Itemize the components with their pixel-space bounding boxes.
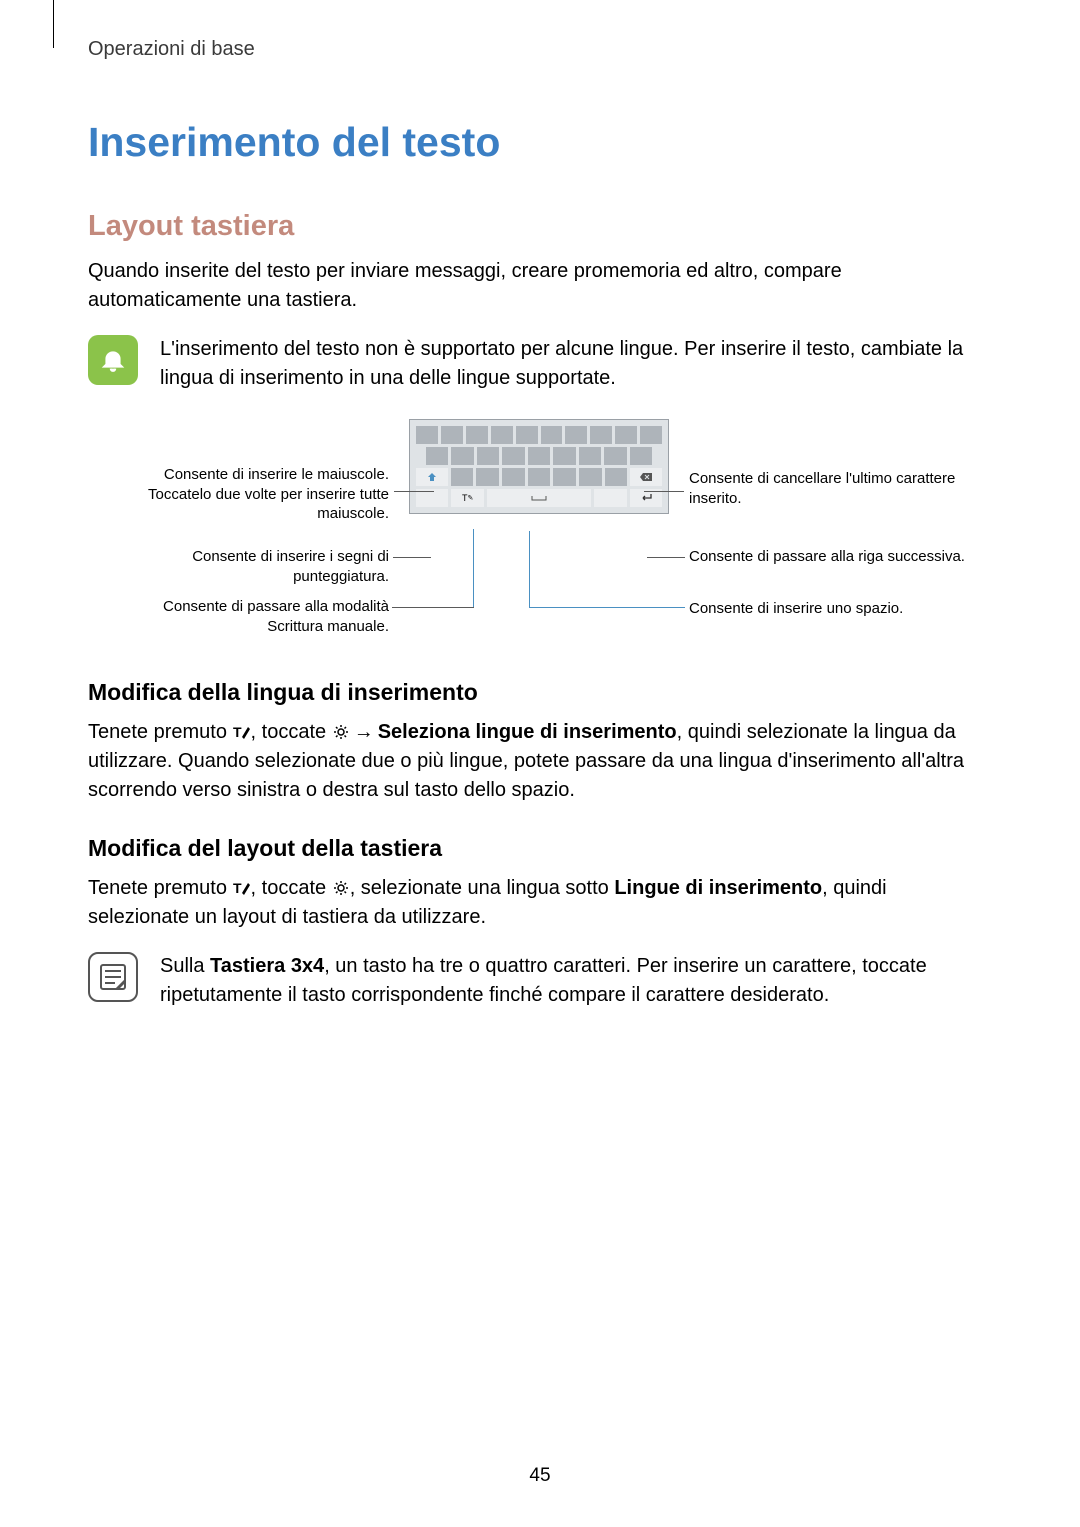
backspace-key	[630, 468, 662, 486]
space-key	[487, 489, 591, 507]
callout-enter: Consente di passare alla riga successiva…	[689, 547, 969, 567]
t-pen-icon: T	[233, 880, 251, 896]
page-number: 45	[0, 1465, 1080, 1487]
shift-key	[416, 468, 448, 486]
arrow-icon: →	[354, 721, 374, 743]
lang-paragraph: Tenete premuto T , toccate →Seleziona lin…	[88, 718, 990, 805]
subheading-layout: Modifica del layout della tastiera	[88, 835, 990, 862]
dot-key	[594, 489, 626, 507]
note-text-2: Sulla Tastiera 3x4, un tasto ha tre o qu…	[160, 952, 990, 1010]
lead-line	[393, 557, 431, 558]
layout-paragraph: Tenete premuto T , toccate , selezionate …	[88, 874, 990, 932]
page-content: Operazioni di base Inserimento del testo…	[0, 0, 1080, 1010]
subheading-lang: Modifica della lingua di inserimento	[88, 679, 990, 706]
page-title: Inserimento del testo	[88, 119, 990, 166]
text-frag: , toccate	[251, 877, 332, 899]
callout-punct: Consente di inserire i segni di punteggi…	[109, 547, 389, 586]
callout-handwrite: Consente di passare alla modalità Scritt…	[109, 597, 389, 636]
note-block-2: Sulla Tastiera 3x4, un tasto ha tre o qu…	[88, 952, 990, 1010]
handwrite-key: T✎	[451, 489, 483, 507]
lead-line	[394, 491, 434, 492]
lead-line	[647, 557, 685, 558]
callout-backspace: Consente di cancellare l'ultimo caratter…	[689, 469, 969, 508]
text-frag: Tenete premuto	[88, 877, 233, 899]
note-icon	[88, 952, 138, 1002]
keyboard-diagram: T✎ Consente di inserire le maiuscole. To…	[88, 419, 990, 649]
breadcrumb: Operazioni di base	[88, 38, 990, 61]
text-frag: Sulla	[160, 955, 210, 977]
lead-line	[473, 529, 474, 607]
section-heading-layout: Layout tastiera	[88, 210, 990, 243]
bold-text: Seleziona lingue di inserimento	[378, 721, 677, 743]
lead-line	[644, 491, 684, 492]
svg-text:T: T	[233, 880, 242, 896]
gear-icon	[332, 724, 350, 740]
text-frag: , toccate	[251, 721, 332, 743]
keyboard-graphic: T✎	[409, 419, 669, 514]
note-text: L'inserimento del testo non è supportato…	[160, 335, 990, 393]
callout-shift: Consente di inserire le maiuscole. Tocca…	[109, 465, 389, 524]
lead-line	[529, 607, 685, 608]
text-frag: , selezionate una lingua sotto	[350, 877, 615, 899]
gear-icon	[332, 880, 350, 896]
text-frag: Tenete premuto	[88, 721, 233, 743]
t-pen-icon: T	[233, 724, 251, 740]
intro-text: Quando inserite del testo per inviare me…	[88, 257, 990, 315]
lead-line	[392, 607, 474, 608]
bell-icon	[88, 335, 138, 385]
margin-rule	[53, 0, 54, 48]
bold-text: Tastiera 3x4	[210, 955, 324, 977]
bold-text: Lingue di inserimento	[614, 877, 822, 899]
note-block: L'inserimento del testo non è supportato…	[88, 335, 990, 393]
lead-line	[529, 531, 530, 607]
svg-text:T: T	[233, 724, 242, 740]
callout-space: Consente di inserire uno spazio.	[689, 599, 969, 619]
